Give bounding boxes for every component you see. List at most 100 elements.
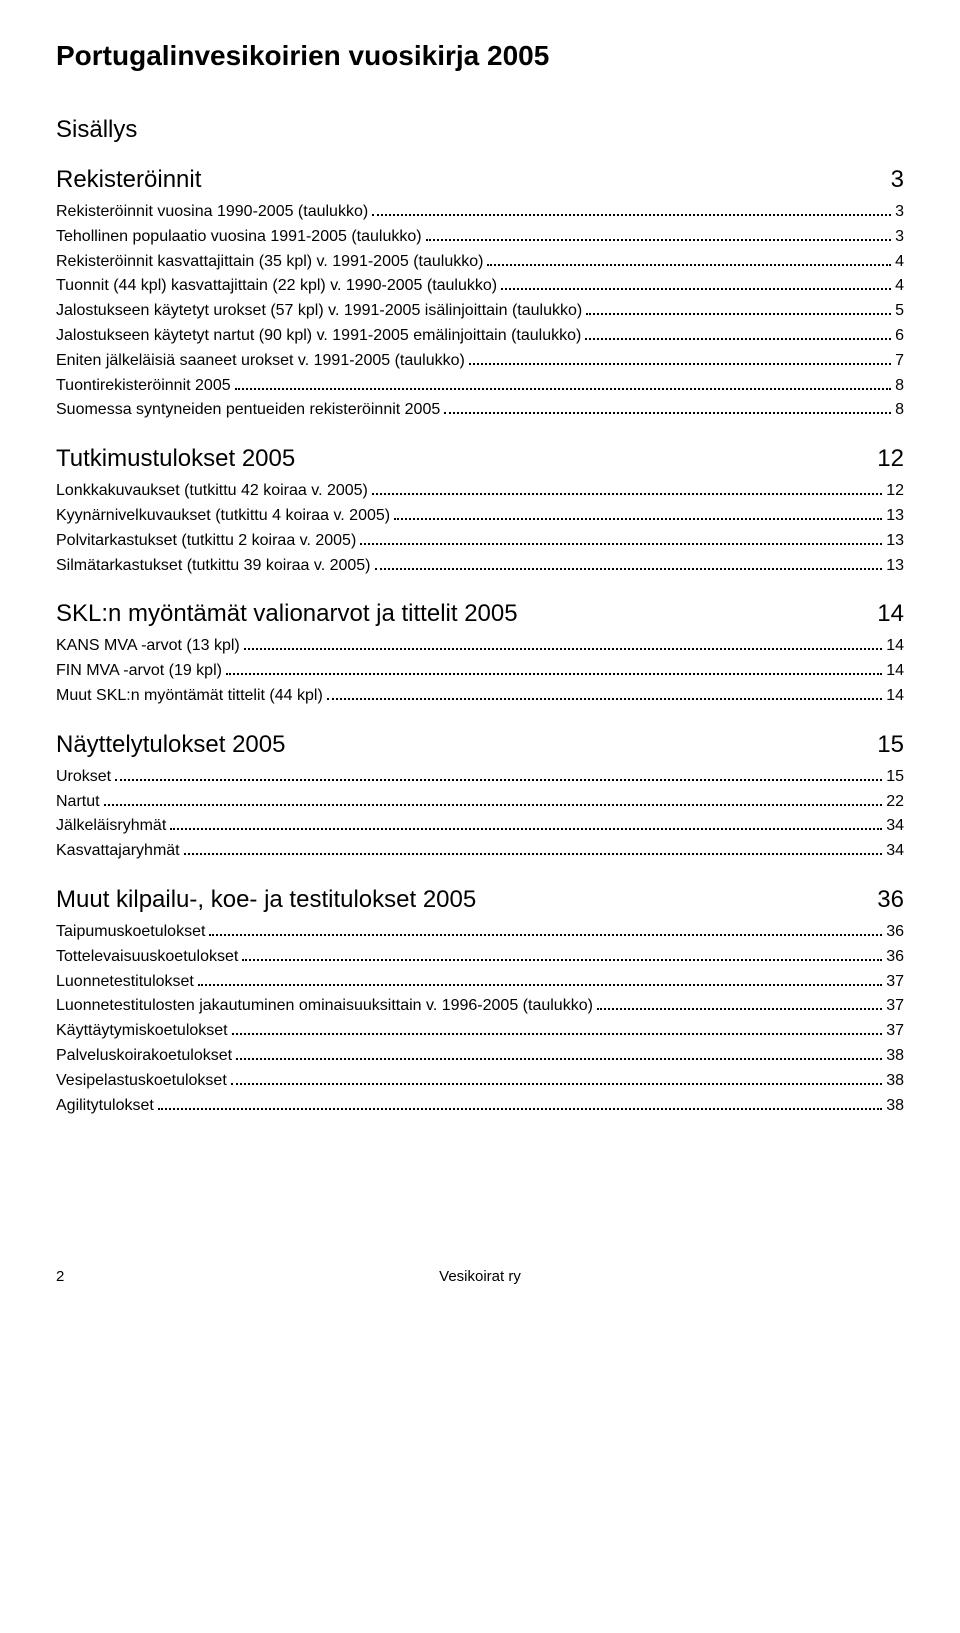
toc-dot-leader [327,698,882,700]
section-heading: Tutkimustulokset 2005 12 [56,445,904,473]
section-heading-text: SKL:n myöntämät valionarvot ja tittelit … [56,600,518,628]
toc-entry-page: 4 [895,250,904,275]
toc-dot-leader [501,288,891,290]
section-heading: SKL:n myöntämät valionarvot ja tittelit … [56,600,904,628]
toc-dot-leader [469,363,891,365]
toc-entry: Luonnetestitulosten jakautuminen ominais… [56,994,904,1019]
toc-dot-leader [244,648,882,650]
toc-entry: Tuontirekisteröinnit 20058 [56,374,904,399]
toc-entry: Agilitytulokset38 [56,1094,904,1119]
toc-entry-page: 13 [886,554,904,579]
toc-entry-label: Kasvattajaryhmät [56,839,180,864]
section-heading-text: Muut kilpailu-, koe- ja testitulokset 20… [56,886,476,914]
toc-dot-leader [104,804,883,806]
toc-dot-leader [242,959,882,961]
toc-entry: Luonnetestitulokset 37 [56,970,904,995]
toc-dot-leader [444,412,891,414]
toc-dot-leader [585,338,891,340]
toc-entry-page: 38 [886,1044,904,1069]
toc-entry-label: Vesipelastuskoetulokset [56,1069,227,1094]
toc-entry: Vesipelastuskoetulokset 38 [56,1069,904,1094]
toc-entry-page: 38 [886,1069,904,1094]
toc-entry-page: 13 [886,504,904,529]
toc-entry-label: FIN MVA -arvot (19 kpl) [56,659,222,684]
toc-dot-leader [170,828,882,830]
toc-dot-leader [232,1033,883,1035]
toc-dot-leader [236,1058,882,1060]
toc-dot-leader [184,853,883,855]
section-heading-page: 3 [891,166,904,194]
toc-entry: Lonkkakuvaukset (tutkittu 42 koiraa v. 2… [56,479,904,504]
toc-entry: Tehollinen populaatio vuosina 1991-2005 … [56,225,904,250]
toc-entry: Tottelevaisuuskoetulokset 36 [56,945,904,970]
toc-dot-leader [586,313,891,315]
section-heading-page: 14 [877,600,904,628]
toc-dot-leader [372,493,882,495]
toc-dot-leader [394,518,882,520]
toc-dot-leader [597,1008,882,1010]
toc-entry-page: 34 [886,839,904,864]
toc-entry: Polvitarkastukset (tutkittu 2 koiraa v. … [56,529,904,554]
toc-dot-leader [198,984,882,986]
toc-entry-page: 15 [886,765,904,790]
toc-entry-page: 36 [886,945,904,970]
toc-entry: Jälkeläisryhmät 34 [56,814,904,839]
section-heading-text: Sisällys [56,116,137,144]
toc-dot-leader [209,934,882,936]
section-heading-page: 36 [877,886,904,914]
toc-entry-page: 14 [886,659,904,684]
toc-entry-page: 8 [895,374,904,399]
toc-entry-label: KANS MVA -arvot (13 kpl) [56,634,240,659]
toc-entry-page: 22 [886,790,904,815]
toc-entry: Palveluskoirakoetulokset38 [56,1044,904,1069]
toc-entry: KANS MVA -arvot (13 kpl) 14 [56,634,904,659]
toc-entry-label: Luonnetestitulokset [56,970,194,995]
toc-entry-page: 36 [886,920,904,945]
toc-dot-leader [426,239,892,241]
toc-entry-page: 14 [886,684,904,709]
toc-entry-page: 8 [895,398,904,423]
toc-entry: Suomessa syntyneiden pentueiden rekister… [56,398,904,423]
toc-entry-label: Muut SKL:n myöntämät tittelit (44 kpl) [56,684,323,709]
toc-entry-page: 14 [886,634,904,659]
toc-entry-page: 3 [895,225,904,250]
toc-entry: FIN MVA -arvot (19 kpl) 14 [56,659,904,684]
section-heading: Näyttelytulokset 200515 [56,731,904,759]
toc-entry-page: 37 [886,970,904,995]
toc-entry-label: Eniten jälkeläisiä saaneet urokset v. 19… [56,349,465,374]
section-heading-text: Tutkimustulokset 2005 [56,445,295,473]
toc-entry-page: 34 [886,814,904,839]
toc-entry: Jalostukseen käytetyt urokset (57 kpl) v… [56,299,904,324]
toc-entry: Eniten jälkeläisiä saaneet urokset v. 19… [56,349,904,374]
toc-entry-page: 6 [895,324,904,349]
footer-org: Vesikoirat ry [439,1268,521,1285]
toc-dot-leader [487,264,891,266]
section-heading-page: 12 [877,445,904,473]
section-heading-text: Rekisteröinnit [56,166,201,194]
toc-entry-page: 37 [886,1019,904,1044]
toc-entry: Rekisteröinnit kasvattajittain (35 kpl) … [56,250,904,275]
toc-dot-leader [235,388,891,390]
toc-entry-page: 5 [895,299,904,324]
toc-entry: Käyttäytymiskoetulokset37 [56,1019,904,1044]
toc-entry-page: 7 [895,349,904,374]
toc-entry-page: 3 [895,200,904,225]
toc-entry-page: 13 [886,529,904,554]
toc-entry: Kyynärnivelkuvaukset (tutkittu 4 koiraa … [56,504,904,529]
toc-entry-label: Nartut [56,790,100,815]
toc-entry-label: Tottelevaisuuskoetulokset [56,945,238,970]
toc-entry-label: Jälkeläisryhmät [56,814,166,839]
toc-entry: Kasvattajaryhmät 34 [56,839,904,864]
toc-entry-label: Urokset [56,765,111,790]
toc-entry: Tuonnit (44 kpl) kasvattajittain (22 kpl… [56,274,904,299]
page-footer: 2 Vesikoirat ry [56,1268,904,1285]
toc-entry-label: Lonkkakuvaukset (tutkittu 42 koiraa v. 2… [56,479,368,504]
toc-entry-page: 37 [886,994,904,1019]
toc-entry: Urokset 15 [56,765,904,790]
toc-entry-label: Polvitarkastukset (tutkittu 2 koiraa v. … [56,529,356,554]
toc-entry-label: Rekisteröinnit vuosina 1990-2005 (tauluk… [56,200,368,225]
toc-entry: Silmätarkastukset (tutkittu 39 koiraa v.… [56,554,904,579]
section-heading: Rekisteröinnit 3 [56,166,904,194]
toc-entry: Jalostukseen käytetyt nartut (90 kpl) v.… [56,324,904,349]
section-heading-text: Näyttelytulokset 2005 [56,731,285,759]
